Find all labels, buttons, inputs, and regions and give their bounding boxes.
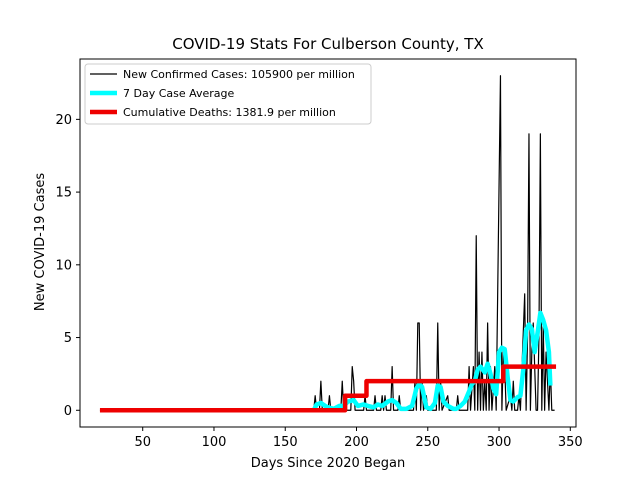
y-tick-label: 10 bbox=[55, 258, 72, 273]
y-tick-label: 20 bbox=[55, 113, 72, 128]
x-tick-label: 50 bbox=[134, 435, 151, 450]
x-tick-label: 350 bbox=[558, 435, 583, 450]
x-tick-label: 250 bbox=[415, 435, 440, 450]
legend-label-new-cases: New Confirmed Cases: 105900 per million bbox=[123, 68, 355, 81]
axes: 50 100 150 200 250 300 350 0 5 10 15 20 bbox=[55, 58, 583, 450]
chart-title: COVID-19 Stats For Culberson County, TX bbox=[172, 35, 484, 53]
y-tick-label: 0 bbox=[64, 404, 72, 419]
series-line-seven-day-average bbox=[311, 310, 553, 412]
axes-frame bbox=[79, 58, 577, 428]
y-axis-label: New COVID-19 Cases bbox=[33, 173, 48, 311]
x-tick-label: 200 bbox=[344, 435, 369, 450]
legend: New Confirmed Cases: 105900 per million 7… bbox=[84, 63, 372, 125]
legend-label-seven-day-average: 7 Day Case Average bbox=[123, 87, 235, 100]
x-tick-label: 100 bbox=[202, 435, 227, 450]
series-line-cumulative-deaths bbox=[99, 364, 557, 413]
x-tick-label: 150 bbox=[273, 435, 298, 450]
x-axis-label: Days Since 2020 Began bbox=[251, 456, 406, 471]
x-tick-label: 300 bbox=[487, 435, 512, 450]
plot-area bbox=[99, 75, 557, 413]
legend-label-cumulative-deaths: Cumulative Deaths: 1381.9 per million bbox=[123, 106, 336, 119]
legend-box bbox=[84, 63, 372, 125]
y-tick-label: 5 bbox=[64, 331, 72, 346]
y-tick-label: 15 bbox=[55, 186, 72, 201]
